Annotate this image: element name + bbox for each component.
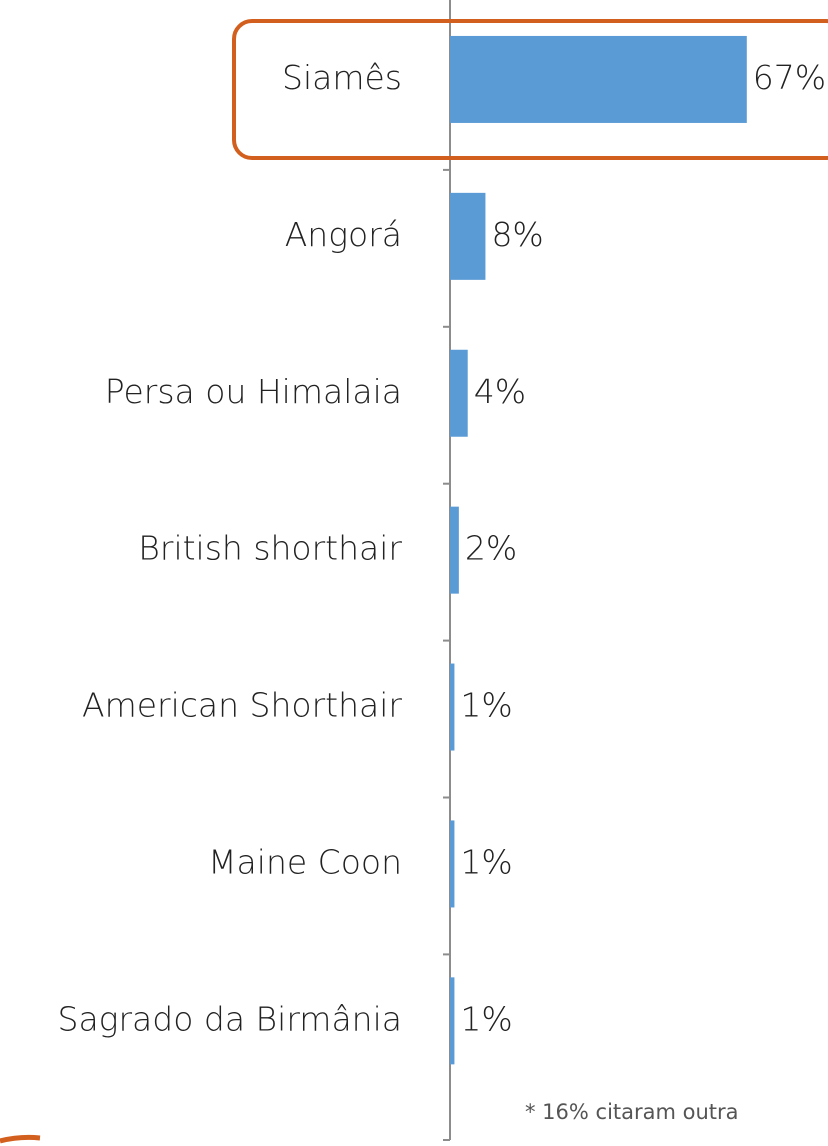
value-label: 67% (753, 58, 826, 97)
category-label: Persa ou Himalaia (105, 372, 402, 411)
bar (450, 192, 486, 280)
category-label: Sagrado da Birmânia (58, 999, 403, 1038)
value-label: 2% (465, 529, 517, 568)
category-label: Maine Coon (208, 842, 402, 881)
bar (450, 35, 747, 123)
category-label: Angorá (285, 215, 402, 254)
bar (450, 663, 455, 751)
value-label: 8% (491, 215, 543, 254)
highlight-frame (232, 19, 828, 160)
value-label: 4% (474, 372, 526, 411)
value-label: 1% (460, 686, 512, 725)
category-label: Siamês (282, 58, 402, 97)
bar (450, 820, 455, 908)
decoration (0, 1134, 41, 1144)
value-label: 1% (460, 999, 512, 1038)
value-label: 1% (460, 842, 512, 881)
footnote: * 16% citaram outra (525, 1100, 739, 1124)
category-label: American Shorthair (82, 686, 402, 725)
bar (450, 349, 468, 437)
bar (450, 977, 455, 1065)
bar (450, 506, 459, 594)
category-label: British shorthair (138, 529, 402, 568)
